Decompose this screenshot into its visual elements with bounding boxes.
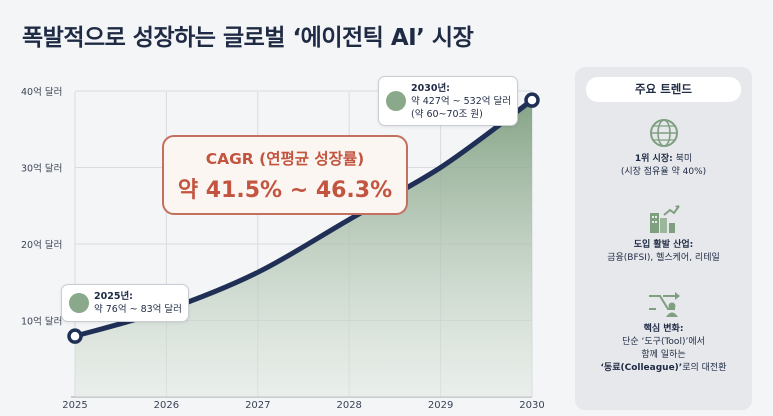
- callout-2030-krw: (약 60~70조 원): [411, 109, 483, 120]
- x-tick-label: 2028: [336, 400, 361, 411]
- trends-panel: 주요 트렌드 1위 시장: 북미 (시장 점유율 약 40%) 도입 활발 산업…: [575, 67, 752, 410]
- callout-2025: 2025년: 약 76억 ~ 83억 달러: [61, 284, 189, 322]
- x-tick-label: 2029: [428, 400, 453, 411]
- callout-2030-value: 약 427억 ~ 532억 달러: [411, 96, 512, 107]
- data-point: [524, 92, 540, 108]
- trend-shift-detail-2: 함께 일하는: [641, 350, 686, 360]
- callout-2030-year: 2030년:: [411, 83, 450, 94]
- x-tick-label: 2025: [62, 400, 87, 411]
- trend-industry-label: 도입 활발 산업:: [633, 240, 694, 250]
- trend-market-label: 1위 시장:: [634, 154, 673, 164]
- trend-shift-label: 핵심 변화:: [643, 324, 684, 334]
- trend-shift-detail-1: 단순 ‘도구(Tool)’에서: [622, 337, 705, 347]
- globe-icon: [649, 119, 678, 147]
- trends-header: 주요 트렌드: [586, 77, 741, 102]
- cagr-label: CAGR (연평균 성장률): [205, 150, 365, 168]
- trend-industry-detail: 금융(BFSI), 헬스케어, 리테일: [607, 253, 720, 263]
- y-tick-label: 30억 달러: [21, 163, 62, 175]
- growth-chart-icon: [69, 293, 89, 313]
- trend-shift-detail-3-bold: ‘동료(Colleague)’: [600, 363, 683, 373]
- x-tick-label: 2026: [154, 400, 179, 411]
- page-title: 폭발적으로 성장하는 글로벌 ‘에이전틱 AI’ 시장: [22, 25, 474, 51]
- y-tick-label: 40억 달러: [21, 86, 62, 98]
- tool-to-person-icon: [648, 292, 680, 317]
- callout-2025-value: 약 76억 ~ 83억 달러: [94, 304, 182, 315]
- x-tick-label: 2030: [519, 400, 544, 411]
- y-tick-label: 20억 달러: [21, 239, 62, 251]
- trend-item-market: 1위 시장: 북미 (시장 점유율 약 40%): [575, 117, 752, 179]
- data-point: [67, 328, 83, 344]
- callout-2030: 2030년: 약 427억 ~ 532억 달러 (약 60~70조 원): [378, 76, 518, 126]
- y-tick-label: 10억 달러: [21, 316, 62, 328]
- trend-market-value: 북미: [675, 154, 693, 164]
- callout-2025-year: 2025년:: [94, 291, 133, 302]
- trend-shift-detail-3-rest: 로의 대전환: [682, 363, 727, 373]
- trend-item-industry: 도입 활발 산업: 금융(BFSI), 헬스케어, 리테일: [575, 203, 752, 265]
- cagr-box: CAGR (연평균 성장률) 약 41.5% ~ 46.3%: [162, 135, 408, 215]
- growth-chart-icon: [386, 91, 406, 111]
- industry-growth-icon: [649, 205, 680, 233]
- x-tick-label: 2027: [245, 400, 270, 411]
- trend-item-shift: 핵심 변화: 단순 ‘도구(Tool)’에서 함께 일하는 ‘동료(Collea…: [575, 287, 752, 375]
- cagr-value: 약 41.5% ~ 46.3%: [177, 178, 393, 203]
- trend-market-detail: (시장 점유율 약 40%): [620, 167, 707, 177]
